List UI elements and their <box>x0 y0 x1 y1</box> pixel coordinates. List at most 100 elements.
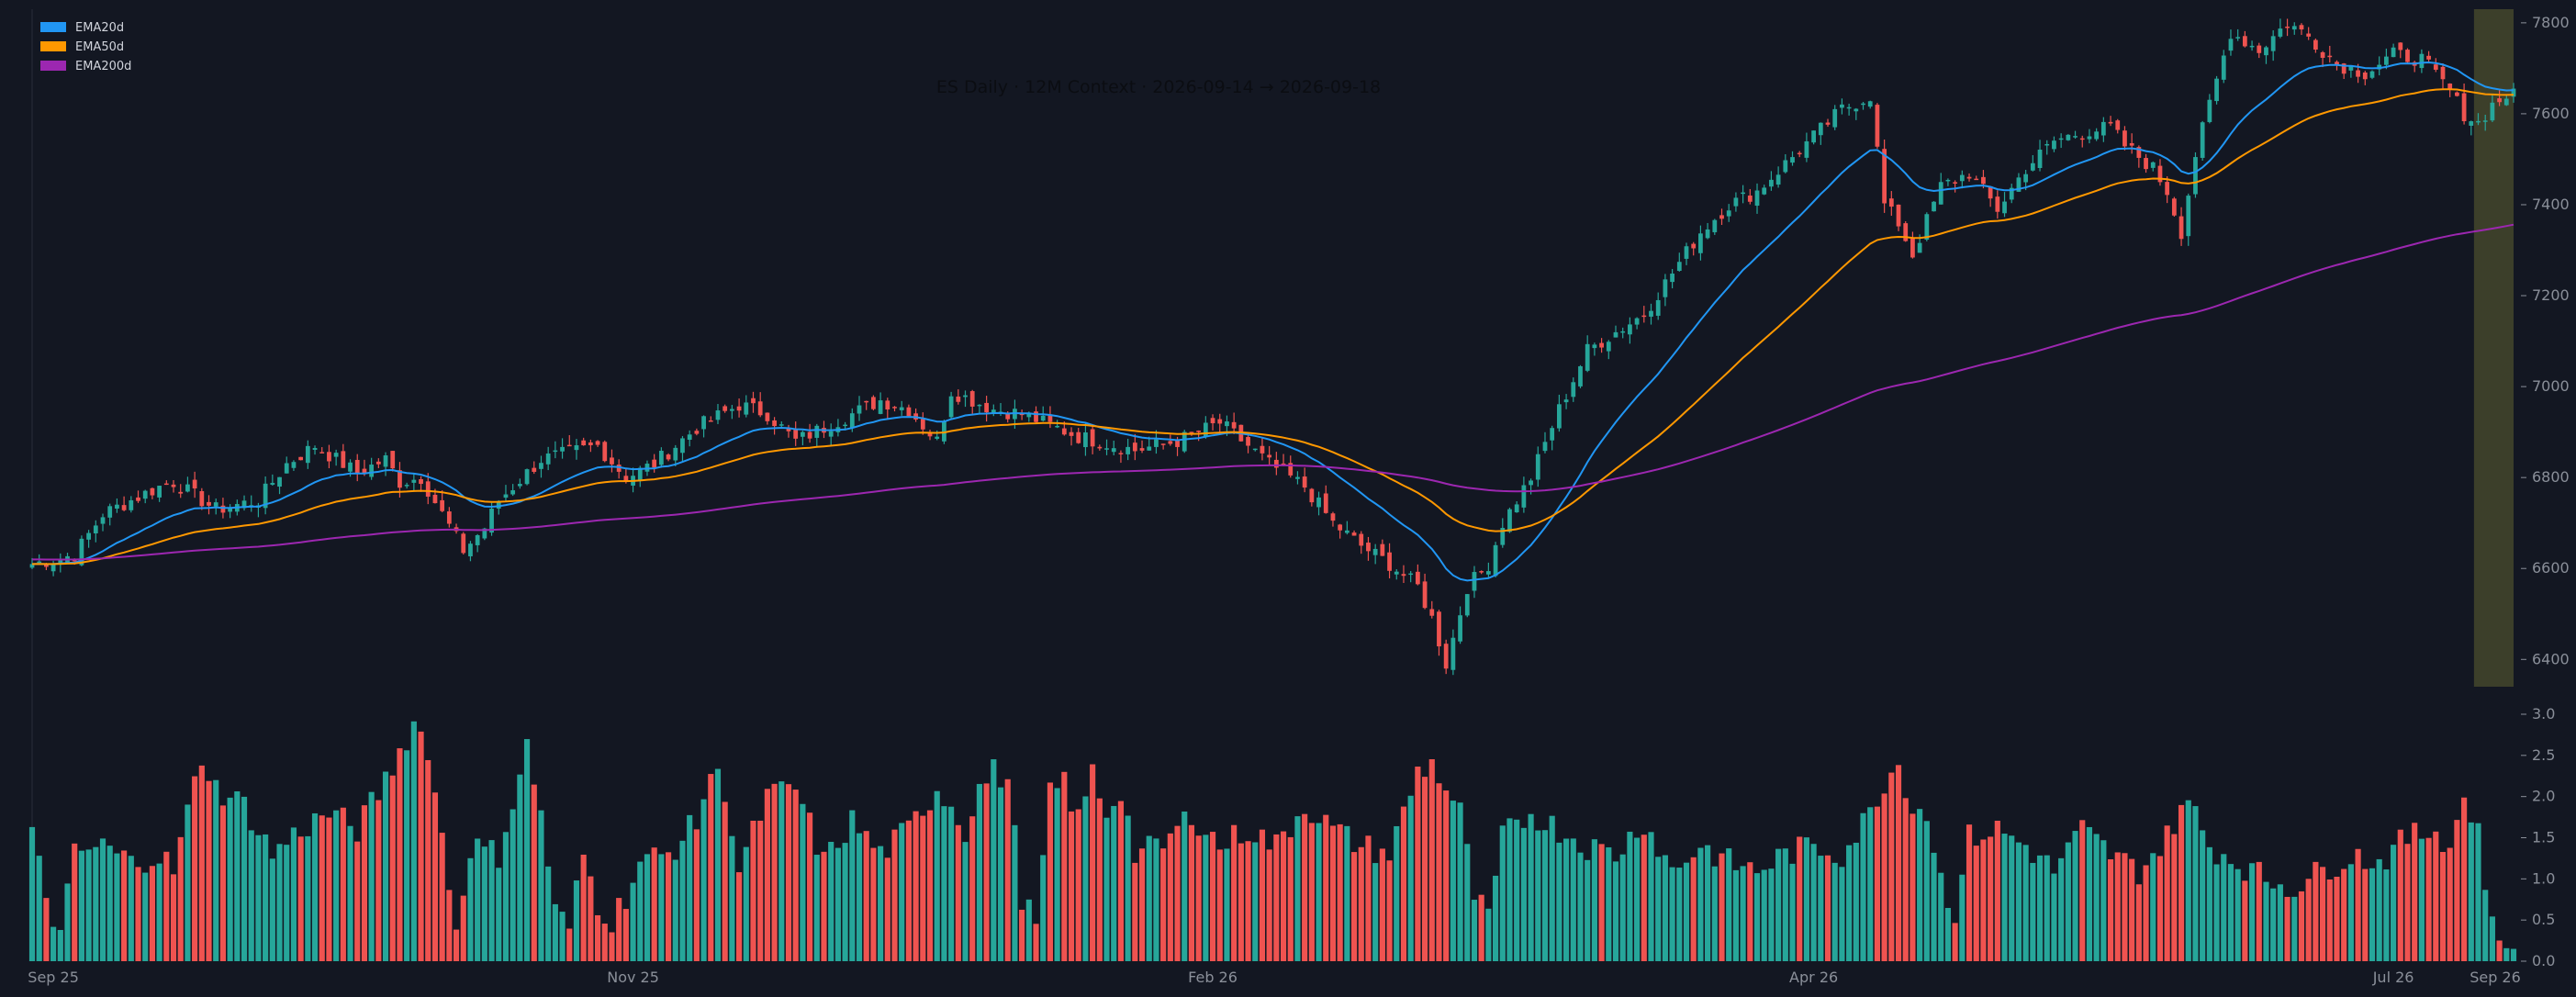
candle <box>2171 196 2177 217</box>
volume-bar <box>821 851 827 961</box>
candle <box>327 444 331 469</box>
volume-bar <box>1125 815 1131 961</box>
volume-bar <box>2355 848 2361 961</box>
volume-bar <box>1994 821 2000 961</box>
volume-bar <box>1803 837 1809 961</box>
candle <box>772 417 777 435</box>
volume-bar <box>1231 824 1238 961</box>
volume-bar <box>630 882 636 961</box>
volume-bar <box>276 844 283 961</box>
candle <box>1818 122 1823 145</box>
volume-bar <box>800 803 806 961</box>
candle <box>263 476 268 515</box>
candle <box>1797 151 1802 158</box>
volume-bar <box>1591 839 1597 961</box>
volume-bar <box>1740 866 1746 961</box>
candle <box>652 454 657 473</box>
candle <box>142 489 148 504</box>
candle <box>1854 107 1859 120</box>
candle <box>2377 56 2382 76</box>
volume-bar <box>1273 834 1280 961</box>
volume-bar <box>899 823 905 961</box>
candle <box>1790 151 1795 166</box>
volume-bar <box>1810 844 1817 961</box>
volume-bar <box>1329 825 1337 961</box>
candle <box>2511 83 2516 103</box>
volume-bar <box>2319 867 2326 961</box>
volume-bar <box>785 784 792 961</box>
volume-bar <box>2489 916 2495 961</box>
candle <box>425 473 431 505</box>
candle <box>2503 95 2509 106</box>
volume-bar <box>878 846 884 961</box>
volume-bar <box>2277 884 2283 961</box>
candle <box>1500 518 1506 548</box>
volume-bar <box>1839 867 1845 961</box>
volume-bar <box>842 843 848 961</box>
volume-bar <box>1676 868 1683 961</box>
candle <box>1408 570 1414 583</box>
candle <box>1437 610 1441 656</box>
candle <box>2052 136 2056 152</box>
candle <box>1888 191 1894 217</box>
volume-bar <box>2143 865 2149 961</box>
candle <box>1217 413 1223 432</box>
volume-bar <box>1753 873 1761 961</box>
candle <box>2306 27 2312 40</box>
volume-bar <box>991 759 997 961</box>
candle <box>2398 42 2403 59</box>
volume-bar <box>609 932 615 961</box>
volume-bar <box>1174 825 1181 961</box>
candle <box>354 454 360 482</box>
volume-bar <box>361 805 368 961</box>
volume-bar <box>2404 844 2411 961</box>
volume-bar <box>651 847 657 961</box>
candle <box>475 533 480 553</box>
candle <box>687 430 692 447</box>
volume-bar <box>475 838 481 961</box>
volume-bar <box>566 928 573 961</box>
volume-bar <box>1443 790 1450 961</box>
volume-bar <box>1323 814 1329 961</box>
candle <box>602 440 608 463</box>
candle <box>1521 476 1527 513</box>
candle <box>574 439 579 460</box>
candle <box>2193 151 2198 198</box>
volume-bar <box>778 781 785 961</box>
candle <box>1047 406 1053 429</box>
candle <box>2285 18 2290 37</box>
candle <box>2122 126 2127 151</box>
candle <box>1698 225 1703 261</box>
candle <box>192 471 197 498</box>
volume-bar <box>241 796 248 961</box>
candle <box>2129 133 2134 154</box>
candle <box>956 389 961 405</box>
volume-bar <box>1747 862 1753 961</box>
volume-bar <box>2093 834 2100 961</box>
candle <box>680 435 685 463</box>
volume-bar <box>1917 809 1923 961</box>
volume-bar <box>78 850 84 961</box>
volume-bar <box>297 836 304 961</box>
volume-bar <box>934 790 940 961</box>
volume-bar <box>1782 848 1788 961</box>
candle <box>2426 50 2431 62</box>
volume-bar <box>1818 856 1824 961</box>
candle <box>2440 63 2446 89</box>
volume-bar <box>1988 836 1994 961</box>
volume-bar <box>1499 825 1506 961</box>
volume-bar <box>1966 824 1973 961</box>
volume-bar <box>588 876 594 961</box>
volume-bar <box>219 805 227 961</box>
volume-bar <box>1881 793 1887 961</box>
candle <box>765 412 770 425</box>
volume-bar <box>1697 847 1704 961</box>
candle <box>595 440 600 447</box>
candle <box>2327 45 2333 63</box>
volume-bar <box>2263 881 2269 961</box>
candle <box>2405 48 2410 64</box>
candle <box>1804 132 1809 162</box>
candle <box>2242 30 2247 48</box>
volume-bar <box>743 846 749 961</box>
volume-bar <box>1386 860 1393 961</box>
